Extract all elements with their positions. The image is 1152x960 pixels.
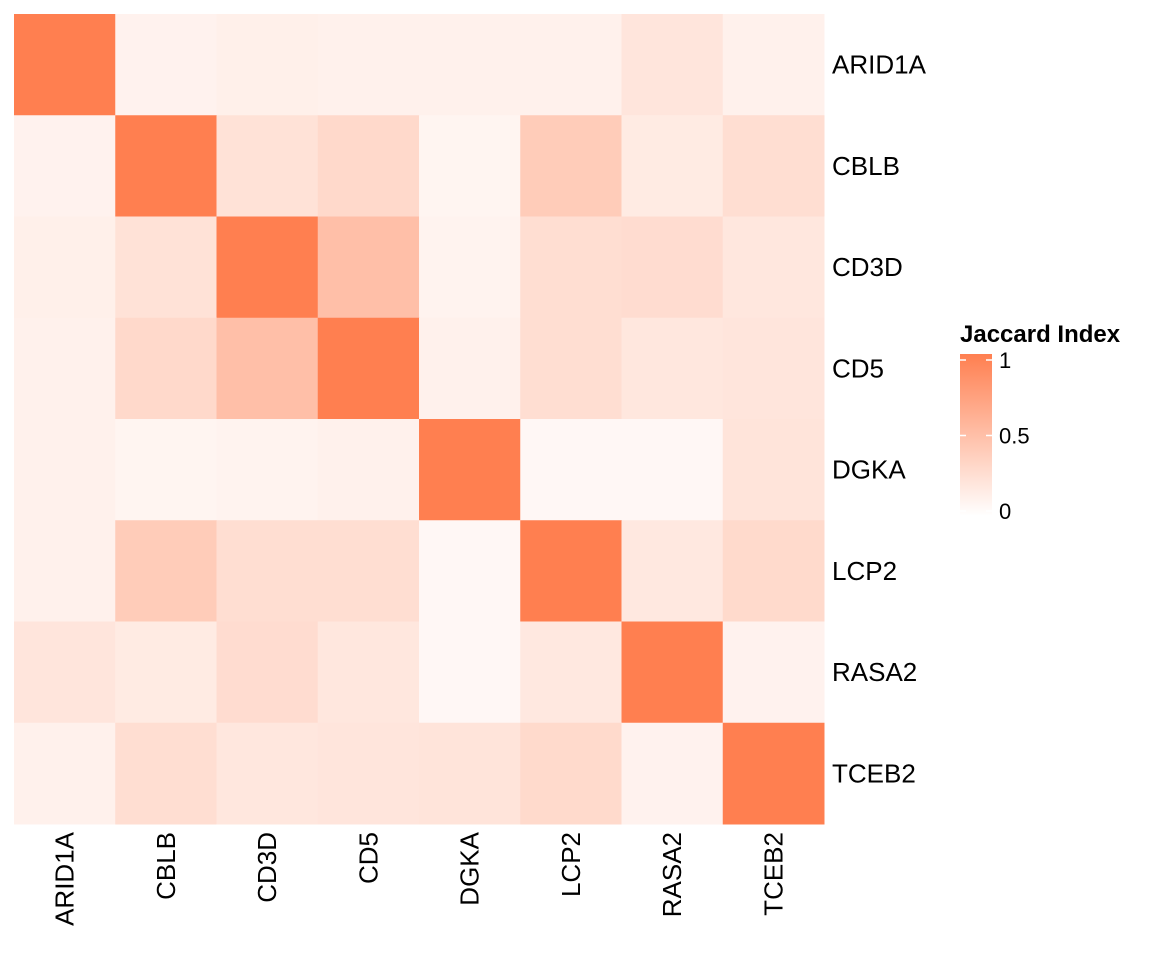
row-label-dgka: DGKA [832, 455, 906, 485]
heatmap-cell-cblb-lcp2 [520, 115, 622, 217]
heatmap-cell-dgka-dgka [419, 419, 521, 521]
heatmap-cell-cd3d-arid1a [14, 216, 116, 319]
heatmap-cell-cblb-cd3d [216, 115, 319, 217]
column-label-cblb: CBLB [151, 832, 181, 900]
legend-ticks: 10.50 [960, 348, 1030, 524]
row-label-cblb: CBLB [832, 151, 900, 181]
heatmap-cell-cd5-cblb [115, 317, 217, 420]
legend-tick-label: 0 [999, 499, 1011, 524]
heatmap-cell-cd3d-rasa2 [621, 216, 724, 319]
heatmap-cell-tceb2-cblb [115, 722, 217, 825]
heatmap-cell-lcp2-cblb [115, 520, 217, 622]
row-label-cd3d: CD3D [832, 252, 903, 282]
heatmap-cell-tceb2-dgka [419, 722, 521, 825]
heatmap-cell-lcp2-lcp2 [520, 520, 622, 622]
heatmap-cell-cd3d-lcp2 [520, 216, 622, 319]
heatmap-cell-cd5-dgka [419, 317, 521, 420]
heatmap-cell-cd3d-cd3d [216, 216, 319, 319]
row-label-arid1a: ARID1A [832, 50, 927, 80]
heatmap-cell-cblb-cblb [115, 115, 217, 217]
column-label-tceb2: TCEB2 [758, 832, 788, 916]
heatmap-cell-cd3d-cblb [115, 216, 217, 319]
row-label-cd5: CD5 [832, 353, 884, 383]
heatmap-cell-arid1a-dgka [419, 14, 521, 116]
heatmap-cell-arid1a-cd3d [216, 14, 319, 116]
heatmap-cell-lcp2-rasa2 [621, 520, 724, 622]
heatmap-cell-arid1a-cd5 [317, 14, 420, 116]
row-label-lcp2: LCP2 [832, 556, 897, 586]
heatmap-cell-dgka-cblb [115, 419, 217, 521]
heatmap-cell-rasa2-rasa2 [621, 621, 724, 724]
heatmap-cell-rasa2-cd3d [216, 621, 319, 724]
heatmap-cell-dgka-lcp2 [520, 419, 622, 521]
heatmap-cell-cd5-tceb2 [722, 317, 825, 420]
column-label-rasa2: RASA2 [657, 832, 687, 917]
row-label-tceb2: TCEB2 [832, 758, 916, 788]
heatmap-cell-dgka-arid1a [14, 419, 116, 521]
heatmap-cell-cblb-tceb2 [722, 115, 825, 217]
heatmap-cell-tceb2-cd5 [317, 722, 420, 825]
heatmap-cell-cd5-rasa2 [621, 317, 724, 420]
heatmap-cell-cd5-cd5 [317, 317, 420, 420]
heatmap-cell-arid1a-rasa2 [621, 14, 724, 116]
legend-tick-label: 1 [999, 348, 1011, 373]
heatmap-cell-cd3d-cd5 [317, 216, 420, 319]
column-label-cd3d: CD3D [252, 832, 282, 903]
heatmap-cell-lcp2-cd3d [216, 520, 319, 622]
heatmap-cell-tceb2-lcp2 [520, 722, 622, 825]
column-label-cd5: CD5 [353, 832, 383, 884]
heatmap-cell-cd5-cd3d [216, 317, 319, 420]
heatmap-cell-rasa2-cd5 [317, 621, 420, 724]
heatmap-cell-dgka-cd5 [317, 419, 420, 521]
legend: Jaccard Index 10.50 [960, 321, 1121, 524]
heatmap-cell-cd3d-tceb2 [722, 216, 825, 319]
heatmap-cell-tceb2-rasa2 [621, 722, 724, 825]
heatmap-cells [14, 14, 825, 825]
legend-tick-label: 0.5 [999, 424, 1030, 449]
legend-title: Jaccard Index [960, 321, 1121, 348]
heatmap-cell-dgka-tceb2 [722, 419, 825, 521]
heatmap-cell-dgka-cd3d [216, 419, 319, 521]
heatmap-cell-arid1a-lcp2 [520, 14, 622, 116]
heatmap-cell-cblb-arid1a [14, 115, 116, 217]
heatmap-cell-cd3d-dgka [419, 216, 521, 319]
heatmap-cell-arid1a-tceb2 [722, 14, 825, 116]
column-label-dgka: DGKA [455, 831, 485, 905]
column-label-arid1a: ARID1A [50, 831, 80, 926]
heatmap-cell-rasa2-lcp2 [520, 621, 622, 724]
heatmap-cell-rasa2-arid1a [14, 621, 116, 724]
heatmap-cell-lcp2-arid1a [14, 520, 116, 622]
heatmap-cell-dgka-rasa2 [621, 419, 724, 521]
heatmap-cell-cd5-lcp2 [520, 317, 622, 420]
heatmap-cell-rasa2-cblb [115, 621, 217, 724]
heatmap-cell-cblb-rasa2 [621, 115, 724, 217]
heatmap-cell-lcp2-tceb2 [722, 520, 825, 622]
heatmap-cell-cblb-dgka [419, 115, 521, 217]
row-labels: ARID1A CBLB CD3D CD5 DGKA LCP2 RASA2 TCEB2 [832, 50, 927, 789]
heatmap-cell-lcp2-dgka [419, 520, 521, 622]
row-label-rasa2: RASA2 [832, 657, 917, 687]
heatmap-cell-tceb2-cd3d [216, 722, 319, 825]
heatmap-cell-tceb2-arid1a [14, 722, 116, 825]
heatmap-cell-arid1a-cblb [115, 14, 217, 116]
heatmap-cell-cd5-arid1a [14, 317, 116, 420]
column-label-lcp2: LCP2 [556, 832, 586, 897]
heatmap-cell-cblb-cd5 [317, 115, 420, 217]
heatmap-cell-tceb2-tceb2 [722, 722, 825, 825]
heatmap-cell-lcp2-cd5 [317, 520, 420, 622]
heatmap-cell-rasa2-dgka [419, 621, 521, 724]
column-labels: ARID1A CBLB CD3D CD5 DGKA LCP2 RASA2 TCEB2 [50, 831, 789, 926]
heatmap-cell-rasa2-tceb2 [722, 621, 825, 724]
heatmap-cell-arid1a-arid1a [14, 14, 116, 116]
